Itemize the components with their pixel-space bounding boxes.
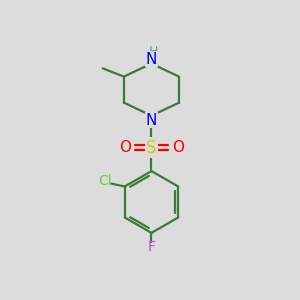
Text: O: O	[119, 140, 131, 155]
Text: N: N	[146, 52, 157, 67]
Text: S: S	[146, 139, 157, 157]
Text: O: O	[172, 140, 184, 155]
Text: F: F	[148, 240, 155, 254]
Text: H: H	[149, 45, 158, 58]
Text: Cl: Cl	[98, 174, 112, 188]
Text: N: N	[146, 112, 157, 128]
